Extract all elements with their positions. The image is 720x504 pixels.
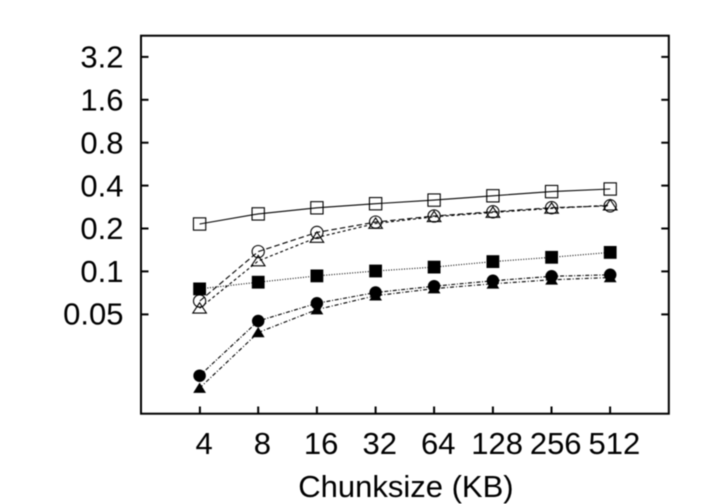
- svg-text:32: 32: [363, 426, 397, 461]
- svg-text:3.2: 3.2: [80, 40, 123, 75]
- svg-text:4: 4: [195, 426, 212, 461]
- svg-text:Chunksize (KB): Chunksize (KB): [298, 469, 513, 504]
- svg-text:0.1: 0.1: [80, 254, 123, 289]
- svg-text:128: 128: [471, 426, 523, 461]
- svg-text:0.2: 0.2: [80, 211, 123, 246]
- svg-text:16: 16: [304, 426, 338, 461]
- svg-text:8: 8: [254, 426, 271, 461]
- svg-text:0.4: 0.4: [80, 168, 123, 203]
- svg-text:256: 256: [530, 426, 582, 461]
- svg-text:0.8: 0.8: [80, 125, 123, 160]
- svg-text:64: 64: [421, 426, 455, 461]
- svg-text:512: 512: [589, 426, 641, 461]
- svg-text:0.05: 0.05: [63, 296, 123, 331]
- svg-text:1.6: 1.6: [80, 83, 123, 118]
